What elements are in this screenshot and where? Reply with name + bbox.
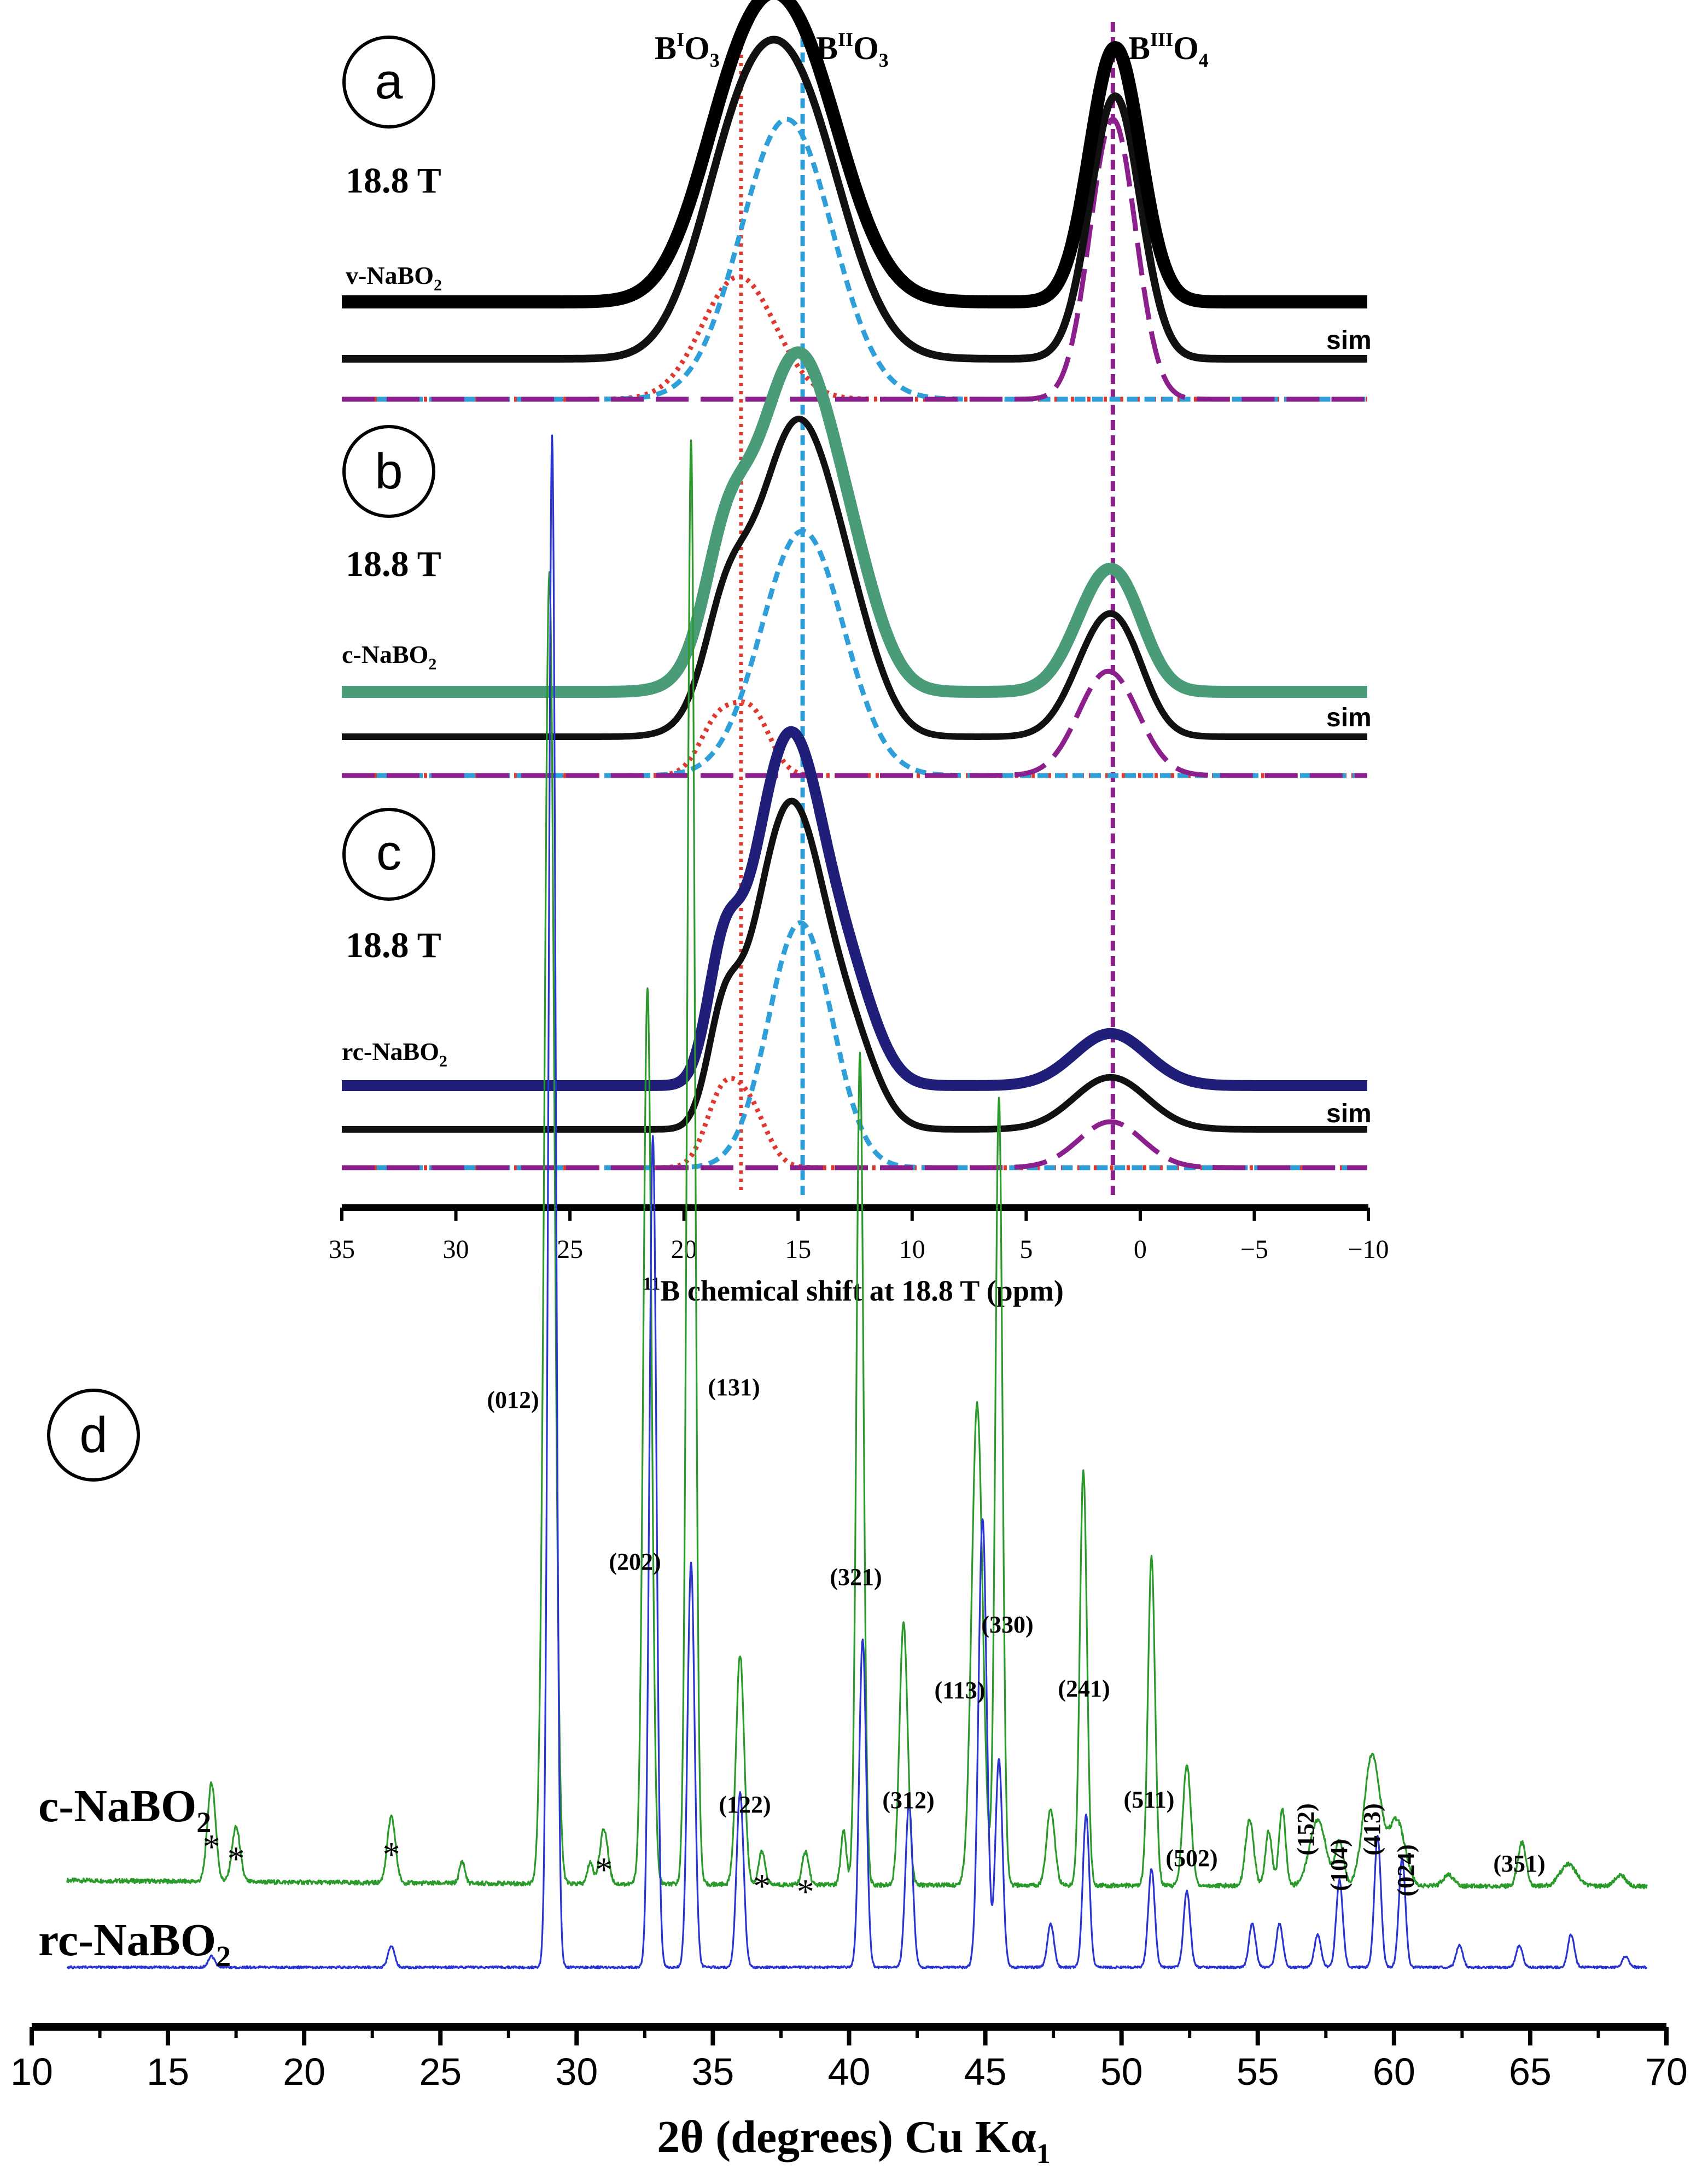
reflection-label: (122)	[719, 1791, 771, 1818]
reflection-label: (152)	[1292, 1803, 1319, 1855]
reflection-label: (024)	[1392, 1844, 1419, 1896]
xrd-x-tick-label: 35	[691, 2050, 734, 2093]
nmr-x-tick-label: 15	[785, 1235, 811, 1264]
xrd-x-tick-label: 30	[555, 2050, 598, 2093]
xrd-x-tick-label: 50	[1100, 2050, 1143, 2093]
nmr-x-tick-label: 20	[671, 1235, 697, 1264]
panel-c-sample: rc-NaBO2	[342, 1037, 447, 1070]
nmr-a-comp2-line	[342, 116, 1367, 402]
xrd-x-tick-label: 45	[964, 2050, 1007, 2093]
site-label-bii: BIIO3	[816, 28, 889, 71]
xrd-series-c-line	[66, 439, 1648, 1890]
reflection-label: (241)	[1058, 1675, 1110, 1702]
panel-a-field: 18.8 T	[346, 161, 441, 201]
reflection-label: (511)	[1124, 1786, 1175, 1813]
reflection-label: (202)	[609, 1548, 661, 1575]
panel-b-sample: c-NaBO2	[342, 640, 436, 673]
panel-b-letter: b	[375, 444, 403, 499]
panel-c-badge	[342, 808, 435, 901]
xrd-x-axis: 10 15 20 25 30 35 40 45 50 55 60 65 70	[10, 2023, 1688, 2093]
nmr-x-tick-label: 0	[1134, 1235, 1147, 1264]
xrd-x-tick-label: 10	[10, 2050, 53, 2093]
nmr-c-sim-line	[340, 797, 1369, 1133]
xrd-x-axis-title: 2θ (degrees) Cu Kα1	[657, 2112, 1050, 2170]
nmr-b-experimental-line	[337, 346, 1372, 698]
site-label-bi: BIO3	[655, 28, 720, 71]
panel-b-header: b 18.8 T c-NaBO2 sim	[342, 425, 1372, 732]
nmr-b-comp3-line	[342, 668, 1367, 778]
panel-b-sim-label: sim	[1326, 703, 1372, 732]
impurity-marker: *	[797, 1872, 814, 1911]
xrd-x-tick-label: 25	[419, 2050, 462, 2093]
reflection-label: (104)	[1326, 1839, 1353, 1891]
panel-c-field: 18.8 T	[346, 925, 441, 965]
xrd-chart: d (012) (131) (202) (321) (330) (113) (241) (12…	[10, 434, 1688, 2170]
site-label-biii: BIIIO4	[1128, 28, 1209, 71]
nmr-panel-c	[337, 726, 1372, 1170]
nmr-x-tick-label: −10	[1348, 1235, 1389, 1264]
nmr-a-sim-line	[339, 36, 1370, 363]
nmr-c-experimental-line	[337, 726, 1372, 1091]
reflection-label: (502)	[1165, 1845, 1217, 1872]
nmr-x-tick-label: 10	[899, 1235, 925, 1264]
reflection-label: (351)	[1493, 1850, 1545, 1877]
reflection-label: (012)	[487, 1386, 539, 1413]
xrd-x-tick-label: 20	[283, 2050, 325, 2093]
panel-a-badge	[342, 36, 435, 129]
reflection-label: (321)	[830, 1564, 882, 1590]
nmr-x-tick-label: 5	[1019, 1235, 1033, 1264]
nmr-x-tick-label: 30	[443, 1235, 469, 1264]
reflection-label: (113)	[935, 1677, 986, 1704]
impurity-marker: *	[595, 1850, 613, 1889]
panel-c-letter: c	[376, 825, 401, 881]
panel-b-badge	[342, 425, 435, 518]
xrd-x-tick-label: 70	[1645, 2050, 1688, 2093]
nmr-x-axis-title: 11B chemical shift at 18.8 T (ppm)	[643, 1274, 1064, 1307]
nmr-x-tick-label: −5	[1240, 1235, 1268, 1264]
xrd-x-tick-label: 55	[1237, 2050, 1279, 2093]
nmr-x-axis: 35 30 25 20 15 10 5 0 −5 −10	[329, 1204, 1389, 1264]
xrd-x-tick-label: 60	[1373, 2050, 1415, 2093]
reflection-label: (131)	[708, 1374, 760, 1401]
nmr-c-comp2-line	[342, 920, 1367, 1170]
panel-d-letter: d	[79, 1407, 107, 1463]
panel-a-letter: a	[375, 54, 403, 109]
nmr-a-experimental-line	[336, 0, 1373, 308]
nmr-c-comp3-line	[342, 1119, 1367, 1170]
nmr-a-comp3-line	[342, 116, 1367, 402]
panel-c-header: c 18.8 T rc-NaBO2 sim	[342, 808, 1372, 1128]
panel-a-sim-label: sim	[1326, 326, 1372, 355]
nmr-c-comp1-line	[342, 1076, 1367, 1170]
nmr-panel-b	[337, 346, 1372, 778]
reflection-label: (413)	[1359, 1803, 1385, 1855]
xrd-series-label-c: c-NaBO2	[38, 1781, 211, 1839]
nmr-a-comp1-line	[342, 274, 1367, 402]
impurity-marker: *	[203, 1827, 220, 1866]
reflection-label: (312)	[882, 1787, 934, 1814]
impurity-marker: *	[753, 1867, 771, 1905]
site-labels: BIO3 BIIO3 BIIIO4	[655, 28, 1209, 71]
panel-c-sim-label: sim	[1326, 1099, 1372, 1128]
nmr-panel-a	[336, 0, 1373, 402]
nmr-x-tick-label: 25	[557, 1235, 583, 1264]
panel-a-header: a 18.8 T v-NaBO2 sim	[342, 36, 1372, 355]
nmr-b-sim-line	[340, 416, 1369, 740]
nmr-x-tick-label: 35	[329, 1235, 355, 1264]
xrd-series-rc-line	[66, 434, 1648, 1969]
panel-d-badge	[47, 1389, 140, 1482]
impurity-marker: *	[228, 1839, 245, 1878]
xrd-x-tick-label: 15	[147, 2050, 189, 2093]
impurity-marker: *	[383, 1835, 400, 1874]
reflection-label: (330)	[981, 1611, 1033, 1638]
xrd-x-tick-label: 40	[828, 2050, 871, 2093]
panel-a-sample: v-NaBO2	[346, 261, 442, 294]
xrd-x-tick-label: 65	[1509, 2050, 1552, 2093]
panel-b-field: 18.8 T	[346, 544, 441, 584]
xrd-series-label-rc: rc-NaBO2	[38, 1915, 231, 1973]
